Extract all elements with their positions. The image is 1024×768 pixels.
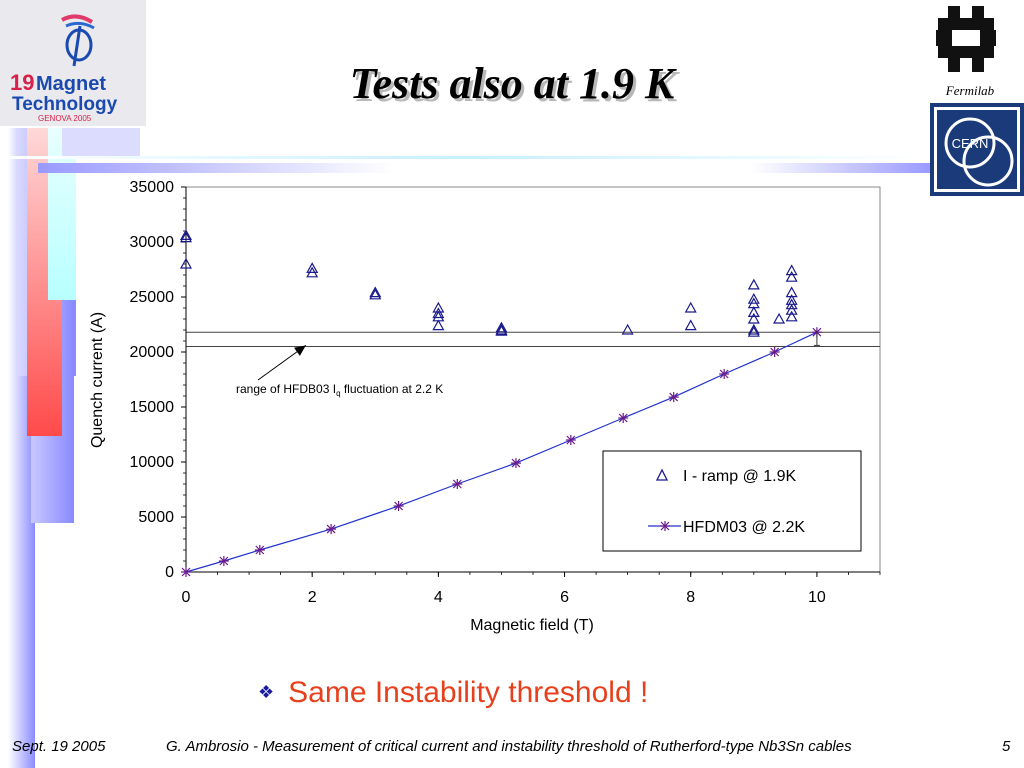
y-tick-label: 15000 xyxy=(130,399,175,416)
conference-logo-place: GENOVA 2005 xyxy=(38,114,92,123)
x-tick-label: 4 xyxy=(434,589,443,606)
triangle-point xyxy=(747,323,760,335)
asterisk-point xyxy=(218,556,229,566)
triangle-point xyxy=(684,301,697,313)
slide-title: Tests also at 1.9 K xyxy=(349,59,675,108)
triangle-point xyxy=(785,264,798,276)
y-tick-label: 30000 xyxy=(130,234,175,251)
page-number: 5 xyxy=(1002,738,1011,755)
triangle-point xyxy=(773,312,786,324)
series-ramp-1-9k xyxy=(179,229,798,337)
triangle-point xyxy=(621,323,634,335)
y-tick-label: 20000 xyxy=(130,344,175,361)
asterisk-point xyxy=(510,458,521,469)
x-axis: 0 2 4 6 8 10 xyxy=(182,571,881,606)
annotation-text: range of HFDB03 Iq fluctuation at 2.2 K xyxy=(236,382,443,398)
legend-asterisk-marker xyxy=(660,521,670,531)
conference-logo-word2: Technology xyxy=(12,94,118,115)
asterisk-point xyxy=(452,479,463,489)
asterisk-point xyxy=(769,347,780,357)
diamond-bullet-icon: ❖ xyxy=(258,682,275,702)
series-hfdm03 xyxy=(181,327,822,577)
y-tick-label: 25000 xyxy=(130,289,175,306)
asterisk-point xyxy=(719,369,730,379)
triangle-point xyxy=(495,324,508,336)
triangle-point xyxy=(747,292,760,304)
annotation-group: range of HFDB03 Iq fluctuation at 2.2 K xyxy=(236,344,443,398)
y-axis: 0 5000 10000 15000 20000 25000 30000 35000 xyxy=(130,179,187,581)
triangle-point xyxy=(785,298,798,310)
x-tick-label: 0 xyxy=(182,589,191,606)
legend-triangle-marker xyxy=(655,468,669,481)
cern-logo-label: CERN xyxy=(952,136,989,151)
cern-logo-graphic: CERN xyxy=(930,103,1024,196)
legend-box xyxy=(602,450,862,552)
triangle-point xyxy=(747,278,760,290)
triangle-point xyxy=(785,286,798,298)
legend-label-ramp: I - ramp @ 1.9K xyxy=(683,468,796,485)
decor-bar-lavender xyxy=(62,128,140,158)
triangle-point xyxy=(495,321,508,333)
asterisk-point xyxy=(326,524,337,535)
triangle-point xyxy=(747,306,760,317)
triangle-point xyxy=(306,262,319,274)
triangle-point xyxy=(369,286,382,298)
triangle-point xyxy=(785,270,798,282)
annotation-text-tail: fluctuation at 2.2 K xyxy=(341,382,444,396)
asterisk-point xyxy=(181,567,191,577)
annotation-subscript: q xyxy=(336,389,340,398)
asterisk-point xyxy=(393,501,404,511)
asterisk-point xyxy=(618,413,629,423)
x-tick-label: 6 xyxy=(560,589,569,606)
triangle-point xyxy=(684,319,697,331)
chart-svg: 0 5000 10000 15000 20000 25000 30000 35000 0 2 4 6… xyxy=(89,179,881,634)
bullet-text: Same Instability threshold ! xyxy=(288,676,649,709)
y-tick-label: 5000 xyxy=(138,509,174,526)
fermilab-logo-graphic: Fermilab xyxy=(936,6,996,98)
triangle-point xyxy=(179,231,193,243)
y-tick-label: 0 xyxy=(165,564,174,581)
decor-line-blue xyxy=(38,163,930,173)
annotation-text-main: range of HFDB03 I xyxy=(236,382,336,396)
triangle-point xyxy=(747,312,760,324)
y-tick-label: 35000 xyxy=(130,179,175,196)
triangle-point xyxy=(369,288,382,300)
asterisk-point xyxy=(565,435,576,445)
bullet-point: ❖ Same Instability threshold ! xyxy=(258,676,648,710)
conference-logo-word1: Magnet xyxy=(36,73,106,95)
triangle-point xyxy=(785,303,798,315)
decor-line-top xyxy=(0,156,930,159)
fermilab-logo: Fermilab xyxy=(930,4,1012,100)
triangle-point xyxy=(306,266,319,278)
x-tick-label: 10 xyxy=(808,589,826,606)
y-axis-label: Quench current (A) xyxy=(89,312,106,448)
y-tick-label: 10000 xyxy=(130,454,175,471)
triangle-point xyxy=(179,229,193,241)
x-tick-label: 2 xyxy=(308,589,317,606)
x-axis-label: Magnetic field (T) xyxy=(470,617,594,634)
legend-label-hfdm03: HFDM03 @ 2.2K xyxy=(683,519,805,536)
conference-logo: 19 Magnet Technology GENOVA 2005 xyxy=(0,0,146,126)
chart-legend: I - ramp @ 1.9K HFDM03 @ 2.2K xyxy=(602,450,862,552)
triangle-point xyxy=(785,310,798,322)
triangle-point xyxy=(179,257,193,269)
annotation-arrowhead xyxy=(294,345,306,356)
footer-text: G. Ambrosio - Measurement of critical cu… xyxy=(166,738,852,755)
cern-logo: CERN xyxy=(930,103,1024,196)
x-tick-label: 8 xyxy=(686,589,695,606)
asterisk-point xyxy=(668,392,679,403)
triangle-point xyxy=(432,307,445,319)
footer-date: Sept. 19 2005 xyxy=(12,738,106,755)
triangle-point xyxy=(747,325,760,337)
conference-logo-number: 19 xyxy=(10,70,34,95)
asterisk-point xyxy=(254,545,265,555)
quench-current-chart: 0 5000 10000 15000 20000 25000 30000 35000 0 2 4 6… xyxy=(80,175,890,660)
triangle-point xyxy=(432,319,445,331)
fermilab-logo-label: Fermilab xyxy=(945,83,995,98)
conference-logo-graphic: 19 Magnet Technology GENOVA 2005 xyxy=(10,14,118,123)
